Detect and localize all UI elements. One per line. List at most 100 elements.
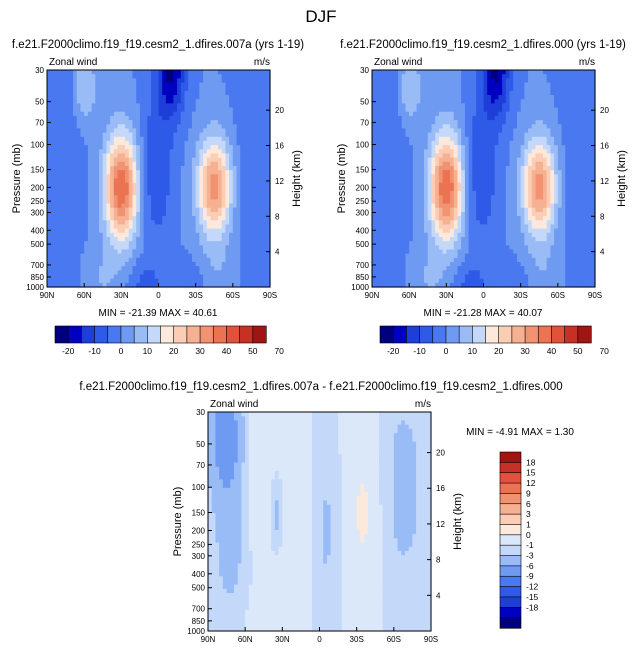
field-cell: [453, 132, 459, 138]
field-cell: [217, 186, 223, 192]
field-cell: [125, 270, 130, 276]
field-cell: [251, 211, 256, 217]
field-cell: [442, 228, 447, 234]
field-cell: [472, 245, 477, 251]
field-cell: [232, 182, 238, 188]
field-cell: [87, 178, 93, 184]
field-cell: [180, 99, 186, 104]
field-cell: [476, 241, 481, 246]
field-cell: [453, 241, 459, 246]
field-cell: [394, 124, 399, 130]
field-cell: [464, 70, 470, 75]
field-cell: [106, 124, 111, 130]
field-cell: [446, 132, 451, 138]
field-cell: [472, 153, 477, 159]
field-cell: [54, 236, 59, 242]
field-cell: [165, 74, 171, 79]
field-cell: [76, 170, 82, 175]
field-cell: [221, 211, 226, 217]
field-cell: [95, 99, 100, 104]
field-cell: [203, 86, 208, 92]
field-cell: [251, 245, 256, 251]
field-cell: [479, 111, 485, 117]
field-cell: [453, 253, 459, 259]
field-cell: [427, 70, 433, 75]
field-cell: [73, 82, 78, 88]
field-cell: [420, 174, 425, 180]
field-cell: [65, 111, 70, 117]
field-cell: [147, 149, 152, 155]
field-cell: [125, 236, 130, 242]
field-cell: [468, 128, 473, 134]
field-cell: [69, 199, 74, 205]
field-cell: [409, 157, 414, 163]
field-cell: [165, 266, 171, 271]
field-cell: [431, 203, 436, 209]
field-cell: [214, 103, 219, 109]
field-cell: [412, 282, 418, 288]
field-cell: [65, 203, 70, 209]
field-cell: [479, 278, 485, 284]
field-cell: [479, 186, 485, 192]
field-cell: [394, 161, 399, 167]
field-cell: [136, 195, 141, 200]
field-cell: [87, 140, 93, 146]
field-cell: [383, 70, 388, 75]
field-cell: [87, 74, 93, 79]
field-cell: [266, 99, 271, 104]
y-tick-label: 300: [31, 208, 45, 217]
field-cell: [416, 232, 421, 238]
field-cell: [195, 149, 200, 155]
field-cell: [416, 274, 421, 280]
field-cell: [217, 261, 223, 267]
field-cell: [472, 161, 477, 167]
field-cell: [236, 228, 241, 234]
field-cell: [73, 95, 78, 100]
field-cell: [99, 211, 104, 217]
field-cell: [80, 82, 85, 88]
field-cell: [110, 90, 115, 96]
field-cell: [184, 70, 189, 75]
field-cell: [121, 70, 126, 75]
field-cell: [472, 157, 477, 163]
field-cell: [73, 216, 78, 221]
field-cell: [240, 203, 245, 209]
panel-left-string: Zonal wind: [49, 57, 97, 68]
field-cell: [91, 103, 96, 109]
field-cell: [409, 124, 414, 130]
field-cell: [390, 115, 395, 121]
field-cell: [229, 128, 234, 134]
field-cell: [383, 153, 388, 159]
field-cell: [409, 149, 414, 155]
field-cell: [468, 86, 473, 92]
field-cell: [435, 282, 440, 288]
field-cell: [464, 270, 470, 276]
field-cell: [386, 241, 392, 246]
field-cell: [54, 136, 59, 142]
field-cell: [87, 78, 93, 84]
field-cell: [139, 145, 145, 150]
field-cell: [184, 74, 189, 79]
field-cell: [173, 99, 178, 104]
field-cell: [110, 207, 115, 213]
field-cell: [372, 224, 377, 230]
field-cell: [177, 270, 182, 276]
field-cell: [165, 245, 171, 251]
field-cell: [139, 82, 145, 88]
field-cell: [169, 161, 174, 167]
field-cell: [401, 74, 407, 79]
field-cell: [117, 115, 122, 121]
field-cell: [180, 228, 186, 234]
field-cell: [483, 253, 488, 259]
field-cell: [87, 203, 93, 209]
field-cell: [221, 74, 226, 79]
field-cell: [453, 145, 459, 150]
field-cell: [125, 228, 130, 234]
field-cell: [457, 174, 462, 180]
field-cell: [498, 82, 503, 88]
field-cell: [95, 78, 100, 84]
field-cell: [214, 282, 219, 288]
field-cell: [464, 165, 470, 171]
field-cell: [154, 145, 160, 150]
colorbar-box: [199, 325, 214, 344]
